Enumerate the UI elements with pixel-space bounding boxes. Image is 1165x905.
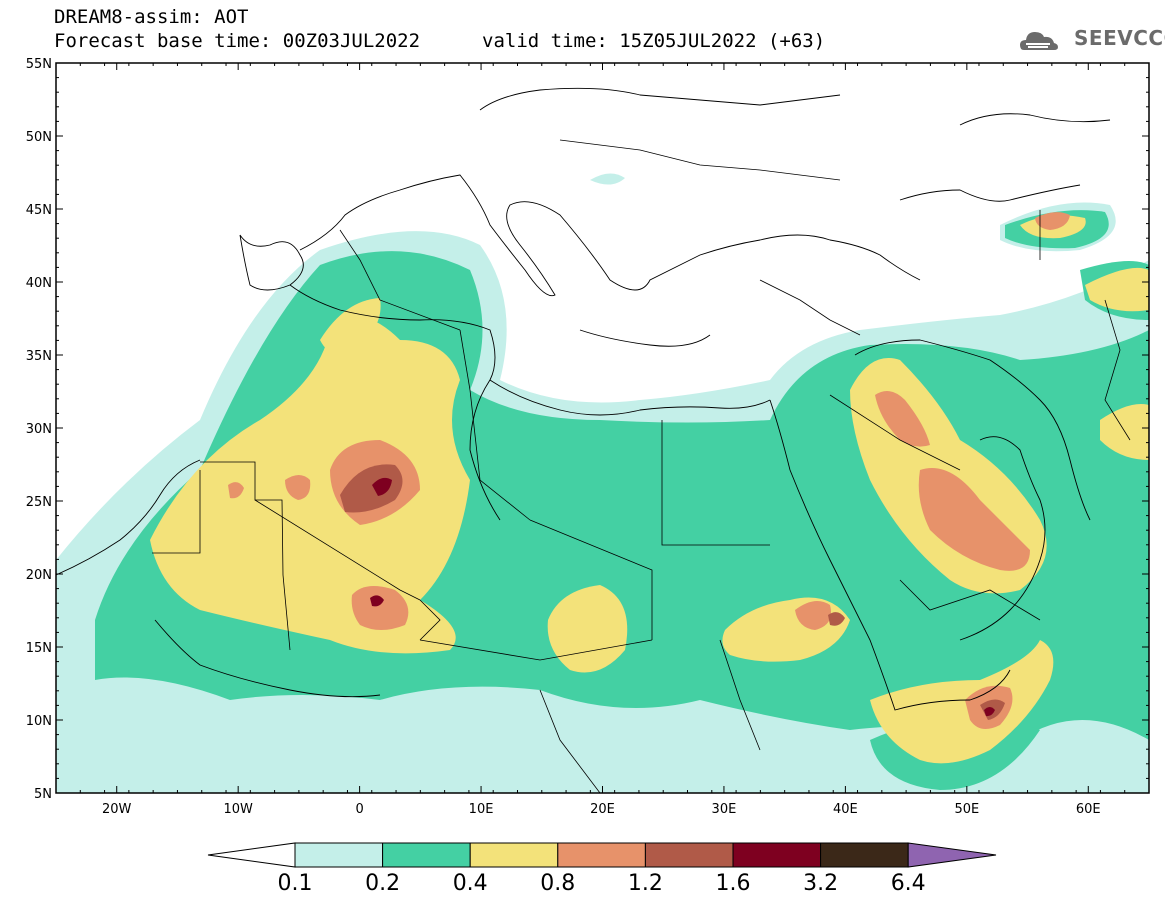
lon-label: 40E: [833, 802, 858, 817]
lon-label: 30E: [712, 802, 737, 817]
colorbar-level-label: 0.2: [365, 871, 401, 896]
lon-label: 60E: [1076, 802, 1101, 817]
lon-label: 10W: [223, 802, 253, 817]
map-title: DREAM8-assim: AOT: [54, 6, 249, 28]
logo-text: SEEVCCC: [1074, 26, 1165, 50]
colorbar-level-label: 6.4: [890, 871, 926, 896]
latitude-labels: 55N 50N 45N 40N 35N 30N 25N 20N 15N 10N 5N: [26, 57, 52, 802]
lat-label: 20N: [26, 568, 52, 583]
colorbar-segment: [469, 842, 559, 868]
cloud-logo-icon: [1020, 32, 1058, 50]
lat-label: 55N: [26, 57, 52, 72]
colorbar-level-label: 3.2: [803, 871, 839, 896]
lat-label: 45N: [26, 203, 52, 218]
lat-label: 50N: [26, 130, 52, 145]
colorbar-segment: [732, 842, 822, 868]
colorbar-min-arrow: [207, 842, 296, 868]
lat-label: 5N: [34, 787, 52, 802]
valid-time: valid time: 15Z05JUL2022 (+63): [482, 30, 826, 52]
colorbar-level-label: 0.1: [277, 871, 313, 896]
lon-label: 10E: [469, 802, 494, 817]
lon-label: 50E: [954, 802, 979, 817]
lon-label: 0: [355, 802, 363, 817]
colorbar-segment: [644, 842, 734, 868]
lon-label: 20E: [590, 802, 615, 817]
colorbar-level-label: 1.6: [715, 871, 751, 896]
lat-label: 10N: [26, 714, 52, 729]
longitude-labels: 20W 10W 0 10E 20E 30E 40E 50E 60E: [102, 802, 1101, 817]
coastlines: [56, 87, 1111, 711]
colorbar-level-label: 0.8: [540, 871, 576, 896]
aot-level-1-6: [370, 477, 995, 717]
colorbar-segment: [294, 842, 384, 868]
aot-field: [56, 173, 1149, 793]
colorbar: [207, 842, 997, 868]
lat-label: 40N: [26, 276, 52, 291]
colorbar-level-label: 1.2: [627, 871, 663, 896]
country-borders: [152, 139, 1131, 793]
colorbar-segment: [820, 842, 909, 868]
colorbar-level-label: 0.4: [452, 871, 488, 896]
forecast-base-time: Forecast base time: 00Z03JUL2022: [54, 30, 421, 52]
lat-label: 30N: [26, 422, 52, 437]
lat-label: 15N: [26, 641, 52, 656]
lon-label: 20W: [102, 802, 132, 817]
lat-label: 35N: [26, 349, 52, 364]
axis-ticks: [55, 62, 1150, 794]
colorbar-max-arrow: [907, 842, 997, 868]
lat-label: 25N: [26, 495, 52, 510]
colorbar-segment: [557, 842, 646, 868]
colorbar-segment: [382, 842, 471, 868]
